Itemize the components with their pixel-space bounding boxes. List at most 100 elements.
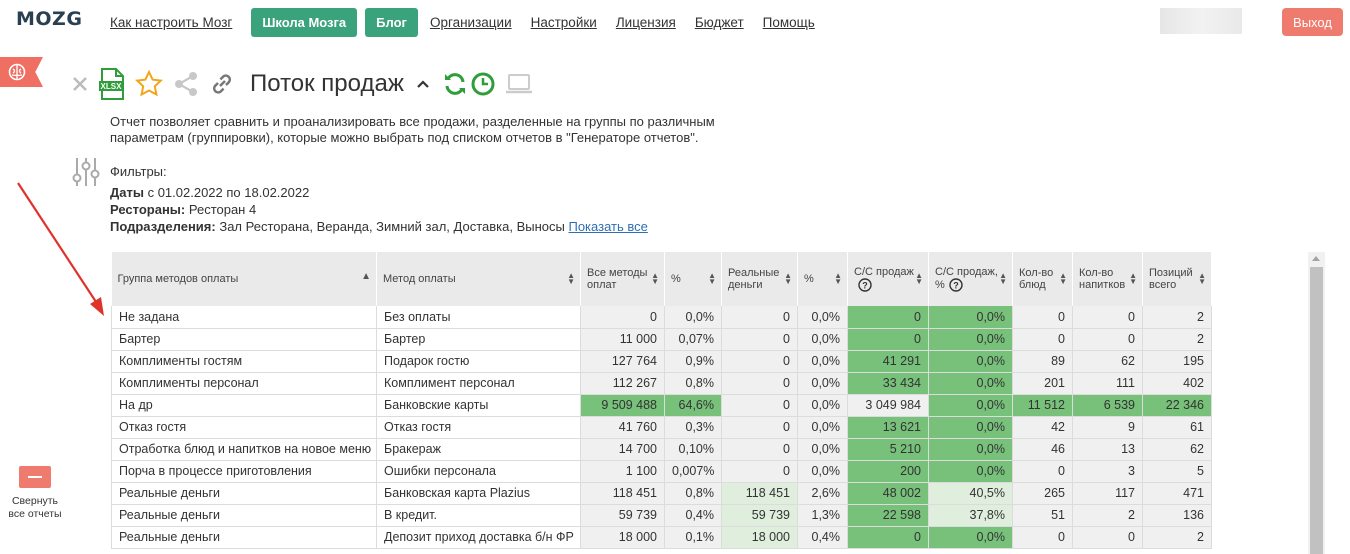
sort-icon[interactable]: ▲ ▼ [567,271,575,286]
cell-all-methods-pct: 0,0% [664,306,722,329]
page-title: Поток продаж [250,70,404,97]
table-row[interactable]: Не задана Без оплаты 0 0,0% 0 0,0% 0 0,0% 0 0 2 [111,306,1212,329]
cell-dishes-count: 0 [1012,526,1073,549]
cell-payment-method: Бракераж [376,438,581,461]
table-row[interactable]: Комплименты гостям Подарок гостю 127 764 0,… [111,350,1212,373]
nav-budget-link[interactable]: Бюджет [694,14,744,30]
cell-cost-of-sales: 41 291 [847,350,929,373]
cell-payment-method: Ошибки персонала [376,460,581,483]
cell-real-money: 0 [721,328,798,351]
sort-icon[interactable]: ▲ ▼ [915,271,923,286]
cell-cost-of-sales-pct: 40,5% [928,482,1013,505]
user-name-blurred[interactable] [1160,8,1242,34]
nav-settings-link[interactable]: Настройки [530,14,597,30]
nav-help-link[interactable]: Помощь [762,14,815,30]
table-row[interactable]: Реальные деньги В кредит. 59 739 0,4% 59 739… [111,504,1212,527]
cell-drinks-count: 0 [1072,328,1143,351]
collapse-all-reports[interactable]: Свернуть все отчеты [6,466,64,521]
cell-all-methods-pct: 0,07% [664,328,722,351]
col-header-all-methods[interactable]: Все методы оплат ▲ ▼ [580,252,665,306]
cell-all-methods: 112 267 [580,372,665,395]
scrollbar-thumb[interactable] [1310,267,1323,554]
cell-all-methods: 127 764 [580,350,665,373]
table-row[interactable]: Комплименты персонал Комплимент персонал 1… [111,372,1212,395]
table-scrollbar[interactable] [1308,252,1325,554]
sort-asc-icon[interactable]: ▲ [361,271,371,282]
col-header-cost-of-sales[interactable]: С/С продаж? ▲ ▼ [847,252,929,306]
table-header-row: Группа методов оплаты ▲ Метод оплаты ▲ ▼ Все … [111,252,1212,306]
link-icon[interactable] [208,70,236,98]
filter-sliders-icon[interactable] [72,156,100,193]
cell-all-methods: 118 451 [580,482,665,505]
help-icon[interactable]: ? [945,278,963,292]
cell-cost-of-sales-pct: 0,0% [928,416,1013,439]
cell-real-money: 0 [721,460,798,483]
table-row[interactable]: Отработка блюд и напитков на новое меню Б… [111,438,1212,461]
cell-all-methods-pct: 0,8% [664,482,722,505]
report-title-bar: XLSX Поток продаж [70,64,542,104]
cell-real-money: 0 [721,372,798,395]
nav-blog-button[interactable]: Блог [365,7,418,37]
show-all-link[interactable]: Показать все [568,219,648,234]
clock-icon[interactable] [470,71,496,97]
col-header-payment-group[interactable]: Группа методов оплаты ▲ [111,252,377,306]
col-header-all-methods-pct[interactable]: % ▲ ▼ [664,252,722,306]
filter-restaurants: Рестораны: Ресторан 4 [110,201,648,218]
help-icon[interactable]: ? [854,278,872,292]
table-row[interactable]: Отказ гостя Отказ гостя 41 760 0,3% 0 0,0% 13 … [111,416,1212,439]
brain-menu-ribbon[interactable] [0,57,43,87]
col-header-label: % [804,273,814,285]
cell-payment-method: Банковская карта Plazius [376,482,581,505]
sort-icon[interactable]: ▲ ▼ [1198,271,1206,286]
nav-organizations-link[interactable]: Организации [429,14,512,30]
nav-license-link[interactable]: Лицензия [615,14,676,30]
sort-icon[interactable]: ▲ ▼ [1059,271,1067,286]
scroll-up-arrow[interactable] [1312,256,1320,261]
col-header-dishes-count[interactable]: Кол-во блюд ▲ ▼ [1012,252,1073,306]
cell-payment-group: Реальные деньги [111,526,377,549]
cell-positions-total: 62 [1142,438,1212,461]
logout-button[interactable]: Выход [1282,8,1343,36]
nav-school-button[interactable]: Школа Мозга [251,7,358,37]
cell-positions-total: 2 [1142,306,1212,329]
star-icon[interactable] [134,69,164,99]
cell-all-methods: 0 [580,306,665,329]
cell-all-methods-pct: 64,6% [664,394,722,417]
mozg-logo[interactable]: MOZG [16,8,83,30]
col-header-cost-of-sales-pct[interactable]: С/С продаж, %? ▲ ▼ [928,252,1013,306]
share-icon[interactable] [172,70,200,98]
refresh-icon[interactable] [442,71,468,97]
table-row[interactable]: Реальные деньги Банковская карта Plazius 1… [111,482,1212,505]
sort-icon[interactable]: ▲ ▼ [708,271,716,286]
table-row[interactable]: Бартер Бартер 11 000 0,07% 0 0,0% 0 0,0% 0 0 2 [111,328,1212,351]
col-header-payment-method[interactable]: Метод оплаты ▲ ▼ [376,252,581,306]
cell-drinks-count: 13 [1072,438,1143,461]
nav-setup-link[interactable]: Как настроить Мозг [110,14,233,30]
cell-positions-total: 402 [1142,372,1212,395]
close-icon[interactable] [70,74,90,94]
cell-cost-of-sales: 3 049 984 [847,394,929,417]
top-bar: MOZG Как настроить Мозг Школа Мозга Блог… [0,0,1350,44]
chevron-up-icon[interactable] [416,79,430,89]
table-row[interactable]: На др Банковские карты 9 509 488 64,6% 0 0,0%… [111,394,1212,417]
cell-all-methods-pct: 0,1% [664,526,722,549]
collapse-icon[interactable] [19,466,51,488]
table-row[interactable]: Порча в процессе приготовления Ошибки пер… [111,460,1212,483]
col-header-positions-total[interactable]: Позиций всего ▲ ▼ [1142,252,1212,306]
laptop-icon[interactable] [504,72,534,96]
col-header-real-money-pct[interactable]: % ▲ ▼ [797,252,848,306]
table-row[interactable]: Реальные деньги Депозит приход доставка б… [111,526,1212,549]
cell-all-methods-pct: 0,10% [664,438,722,461]
sort-icon[interactable]: ▲ ▼ [651,271,659,286]
sort-icon[interactable]: ▲ ▼ [1129,271,1137,286]
col-header-drinks-count[interactable]: Кол-во напитков ▲ ▼ [1072,252,1143,306]
cell-payment-group: Комплименты персонал [111,372,377,395]
col-header-real-money[interactable]: Реальные деньги ▲ ▼ [721,252,798,306]
cell-dishes-count: 46 [1012,438,1073,461]
sort-icon[interactable]: ▲ ▼ [834,271,842,286]
sort-icon[interactable]: ▲ ▼ [784,271,792,286]
cell-real-money-pct: 0,0% [797,350,848,373]
xlsx-export-icon[interactable]: XLSX [98,68,126,100]
cell-drinks-count: 0 [1072,306,1143,329]
sort-icon[interactable]: ▲ ▼ [999,271,1007,286]
